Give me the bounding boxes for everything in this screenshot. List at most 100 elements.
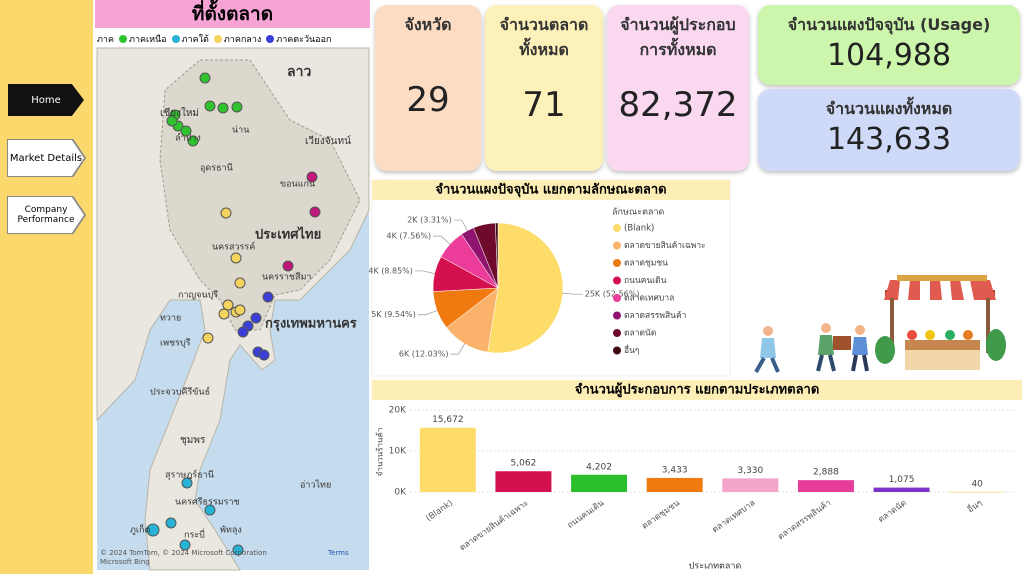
x-axis-label: ประเภทตลาด — [689, 562, 742, 572]
map-point[interactable] — [169, 109, 181, 121]
data-label: 5K (9.54%) — [371, 310, 416, 319]
pie-title: จำนวนแผงปัจจุบัน แยกตามลักษณะตลาด — [435, 182, 666, 198]
map-point[interactable] — [230, 252, 242, 264]
map-place-label: นครสวรรค์ — [212, 241, 255, 253]
map-title: ที่ตั้งตลาด — [95, 0, 370, 28]
map-point[interactable] — [222, 299, 234, 311]
bar-title: จำนวนผู้ประกอบการ แยกตามประเภทตลาด — [575, 382, 820, 398]
map-point[interactable] — [231, 101, 243, 113]
kpi-value: 71 — [522, 85, 566, 125]
kpi-card: จำนวนแผงทั้งหมด 143,633 — [758, 89, 1020, 171]
nav-market-details[interactable]: Market Details — [8, 140, 84, 176]
kpi-value: 29 — [406, 80, 450, 120]
map-point[interactable] — [204, 100, 216, 112]
legend-label: อื่นๆ — [624, 344, 639, 356]
map-legend: ภาค ภาคเหนือ ภาคใต้ ภาคกลาง ภาคตะวันออก — [97, 31, 369, 47]
map-place-label: นครศรีธรรมราช — [175, 497, 240, 508]
map-point[interactable] — [262, 291, 274, 303]
bar-panel — [372, 380, 1022, 574]
map-place-label: เชียงใหม่ — [160, 107, 199, 119]
data-label: 1,075 — [889, 475, 915, 485]
legend-title: ลักษณะตลาด — [612, 208, 664, 218]
kpi-value: 104,988 — [826, 38, 952, 73]
data-label: 15,672 — [432, 415, 464, 425]
data-label: 5,062 — [511, 459, 537, 469]
map-place-label: น่าน — [232, 126, 249, 136]
map-point[interactable] — [199, 72, 211, 84]
map-point[interactable] — [232, 544, 244, 556]
pie-slice — [432, 256, 499, 292]
kpi-card: จำนวนผู้ประกอบการทั้งหมด 82,372 — [607, 5, 749, 171]
legend-label: ภาคกลาง — [223, 35, 262, 45]
leader-line — [453, 219, 468, 231]
kpi-value: 82,372 — [618, 85, 738, 125]
map-point[interactable] — [237, 326, 249, 338]
legend-label: ตลาดสรรพสินค้า — [624, 310, 686, 321]
map-point[interactable] — [242, 320, 254, 332]
map-point[interactable] — [250, 312, 262, 324]
map-terms[interactable]: Terms — [327, 549, 349, 557]
map-point[interactable] — [146, 523, 160, 537]
data-label: 4K (8.85%) — [368, 266, 413, 275]
map-point[interactable] — [166, 115, 178, 127]
map-point[interactable] — [234, 304, 246, 316]
legend-marker — [613, 259, 621, 267]
pie-panel — [371, 179, 731, 377]
x-tick-label: ตลาดขายสินค้าเฉพาะ — [457, 497, 530, 553]
map-point[interactable] — [202, 332, 214, 344]
map-place-label: กรุงเทพมหานคร — [265, 317, 357, 332]
bar-title-bar — [372, 380, 1022, 400]
map-point[interactable] — [187, 135, 199, 147]
bar — [419, 427, 476, 492]
illustration — [754, 275, 1006, 373]
legend-marker — [613, 294, 621, 302]
map-point[interactable] — [180, 125, 192, 137]
pie-slice — [446, 287, 499, 353]
x-tick-label: (Blank) — [424, 498, 455, 524]
kpi-title: จำนวนผู้ประกอบการทั้งหมด — [620, 15, 736, 59]
legend-marker — [266, 35, 275, 43]
data-label: 4,202 — [586, 462, 612, 472]
map-place-label: เพชรบุรี — [160, 338, 191, 349]
nav-company-performance[interactable]: Company Performance — [8, 197, 84, 233]
legend-marker — [613, 311, 621, 320]
map-point[interactable] — [258, 349, 270, 361]
data-label: 4K (7.56%) — [387, 232, 432, 241]
map-point[interactable] — [217, 102, 229, 114]
data-label: 2K (3.31%) — [407, 216, 452, 225]
x-tick-label: ตลาดสรรพสินค้า — [776, 497, 833, 542]
map-point[interactable] — [165, 517, 177, 529]
data-label: 6K (12.03%) — [399, 350, 449, 359]
map-point[interactable] — [252, 346, 264, 358]
y-tick-label: 10K — [389, 447, 407, 457]
pie-slice — [495, 222, 499, 289]
map-place-label: อุดรธานี — [200, 163, 233, 174]
map-point[interactable] — [220, 207, 232, 219]
pie-slice — [440, 233, 499, 289]
map-place-label: ลำปาง — [175, 133, 201, 144]
map-point[interactable] — [234, 277, 246, 289]
map-point[interactable] — [230, 306, 242, 318]
map-place-label: กาญจนบุรี — [178, 290, 218, 301]
nav-home[interactable]: Home — [8, 84, 84, 116]
map-point[interactable] — [179, 539, 191, 551]
legend-label: ตลาดชุมชน — [624, 259, 668, 269]
kpi-card: จำนวนตลาดทั้งหมด 71 — [485, 5, 603, 171]
y-axis-label: จำนวนร้านค้า — [376, 428, 385, 477]
legend-marker — [613, 346, 621, 355]
map-point[interactable] — [181, 477, 193, 489]
data-label: 2,888 — [813, 468, 839, 478]
x-tick-label: อื่นๆ — [965, 497, 985, 516]
map-land — [96, 47, 370, 571]
map-point[interactable] — [204, 504, 216, 516]
data-label: 3,330 — [737, 466, 763, 476]
pie-slice — [473, 222, 499, 289]
legend-label: ถนนคนเดิน — [624, 276, 667, 286]
kpi-value: 143,633 — [826, 122, 952, 157]
map-point[interactable] — [218, 308, 230, 320]
bar — [646, 477, 703, 492]
x-tick-label: ตลาดนัด — [876, 498, 908, 525]
map-point[interactable] — [172, 120, 184, 132]
